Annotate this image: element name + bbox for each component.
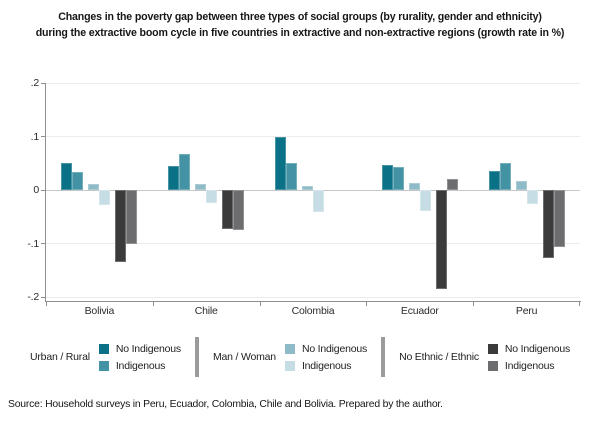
legend-item-label: No Indigenous: [504, 342, 571, 355]
y-tick-label: -.2: [27, 291, 39, 303]
legend-divider: [194, 337, 199, 377]
legend-item: No Indigenous: [284, 342, 368, 355]
bar: [61, 163, 73, 190]
legend-swatch-icon: [284, 343, 295, 354]
legend-section-label: Man / Woman: [212, 351, 276, 363]
legend-items: No Indigenous Indigenous: [284, 342, 368, 372]
legend-item-label: Indigenous: [115, 359, 166, 372]
legend-section: Man / Woman No Indigenous Indigenous: [213, 343, 367, 372]
bar: [446, 179, 458, 190]
plot-area: .2 .1 0 -.1 -.2: [27, 77, 581, 306]
legend-section: No Ethnic / Ethnic No Indigenous Indigenou…: [399, 343, 570, 372]
gridline: [46, 243, 580, 244]
x-tick: [366, 302, 368, 306]
bar: [392, 166, 404, 190]
legend-swatch-icon: [98, 343, 109, 354]
bar: [435, 190, 447, 289]
bar: [233, 190, 245, 231]
bar: [408, 183, 420, 190]
legend-item-label: No Indigenous: [301, 342, 368, 355]
x-tick: [473, 302, 475, 306]
legend-item: Indigenous: [284, 359, 367, 372]
bar: [195, 183, 207, 190]
bar: [168, 166, 180, 190]
bar: [515, 181, 527, 190]
legend-swatch-icon: [98, 360, 109, 371]
x-category-label: Ecuador: [400, 305, 439, 317]
y-tick-label: 0: [33, 184, 39, 196]
bar: [179, 154, 191, 190]
bar: [222, 190, 234, 230]
legend-items: No Indigenous Indigenous: [487, 342, 571, 372]
legend-item-label: No Indigenous: [115, 342, 181, 355]
bar: [419, 190, 431, 212]
x-category-label: Bolivia: [84, 305, 115, 317]
bar: [488, 170, 500, 190]
gridline: [46, 136, 580, 137]
y-tick-label: -.1: [27, 237, 39, 250]
bar: [72, 172, 84, 190]
bar: [126, 190, 138, 244]
bar: [88, 183, 100, 190]
bar: [313, 190, 324, 213]
x-tick: [259, 302, 261, 306]
y-tick: [41, 189, 45, 191]
bar: [302, 185, 313, 190]
legend-item: Indigenous: [487, 359, 570, 372]
legend-item: No Indigenous: [98, 342, 181, 355]
y-tick: [41, 296, 45, 298]
bar: [499, 162, 511, 190]
y-axis-line: [45, 83, 46, 301]
gridline: [46, 82, 580, 84]
bar: [115, 190, 127, 263]
legend-section-label: Urban / Rural: [30, 351, 90, 363]
x-category-label: Chile: [194, 305, 218, 317]
legend-swatch-icon: [487, 343, 498, 354]
bar: [99, 190, 111, 205]
chart-title: Changes in the poverty gap between three…: [8, 9, 592, 42]
x-category-label: Colombia: [291, 305, 335, 317]
legend-swatch-icon: [487, 360, 498, 371]
legend-item: Indigenous: [98, 359, 181, 372]
y-tick: [41, 243, 45, 244]
bar: [553, 190, 565, 247]
legend-item: No Indigenous: [487, 342, 571, 355]
bar: [206, 190, 218, 204]
bar: [542, 190, 554, 259]
x-tick: [46, 302, 47, 306]
legend-item-label: Indigenous: [504, 359, 555, 372]
bar: [286, 163, 297, 190]
x-tick: [579, 302, 580, 306]
legend-section: Urban / Rural No Indigenous Indigenous: [30, 343, 181, 372]
x-category-label: Peru: [515, 305, 538, 317]
x-axis-labels: Bolivia Chile Colombia Ecuador Peru: [46, 305, 580, 317]
legend-items: No Indigenous Indigenous: [98, 342, 181, 372]
bar: [381, 164, 393, 190]
legend-divider: [381, 337, 386, 377]
y-tick-label: .2: [30, 77, 40, 89]
source-note: Source: Household surveys in Peru, Ecuad…: [8, 399, 443, 410]
x-tick: [152, 302, 154, 306]
bar: [275, 136, 286, 190]
chart-title-line2: during the extractive boom cycle in five…: [35, 27, 565, 40]
y-tick: [41, 82, 45, 84]
gridline: [46, 296, 580, 298]
y-tick-label: .1: [30, 130, 40, 143]
y-tick: [41, 136, 45, 137]
chart-legend: Urban / Rural No Indigenous Indigenous Man …: [30, 337, 570, 377]
chart-title-line1: Changes in the poverty gap between three…: [58, 11, 542, 23]
bar: [526, 190, 538, 204]
legend-section-label: No Ethnic / Ethnic: [399, 351, 479, 363]
legend-item-label: Indigenous: [301, 359, 352, 372]
legend-swatch-icon: [284, 360, 295, 371]
x-axis-line: [45, 301, 581, 302]
